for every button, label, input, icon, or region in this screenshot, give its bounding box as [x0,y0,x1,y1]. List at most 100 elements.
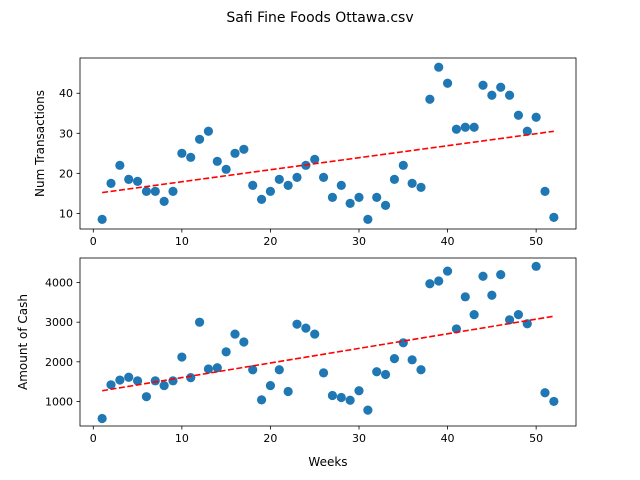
cash-x-tick-label: 30 [352,432,366,445]
cash-point [194,317,205,327]
transactions-x-ticks: 0 10 20 30 40 50 [90,229,543,248]
transactions-x-tick-label: 30 [352,235,366,248]
cash-x-tick-label: 20 [263,432,277,445]
cash-point [336,392,346,403]
transactions-point [398,160,408,170]
transactions-point [451,124,462,134]
transactions-point [540,186,550,196]
transactions-point [212,156,222,166]
cash-point [398,338,408,348]
transactions-point [186,152,196,162]
transactions-point [425,94,435,104]
transactions-point [203,126,214,136]
cash-point [274,365,284,375]
transactions-point [522,126,532,136]
transactions-point [496,82,506,92]
transactions-point [150,186,160,196]
transactions-panel: 0 10 20 30 40 50 10 20 30 40 Num Transactions [33,57,577,248]
transactions-point [354,192,364,202]
cash-point [124,372,134,382]
cash-point [478,271,488,281]
cash-y-ticks: 1000 2000 3000 4000 [45,277,80,408]
transactions-x-tick-label: 10 [175,235,189,248]
transactions-point [239,144,249,154]
cash-point [115,375,125,385]
transactions-point [363,214,373,224]
cash-point [97,413,107,424]
transactions-point [478,80,488,90]
cash-point [354,386,364,396]
transactions-point [274,174,284,184]
cash-point [292,319,302,329]
transactions-point [372,192,382,202]
cash-point [265,380,276,391]
transactions-y-tick-label: 10 [59,207,73,220]
cash-point [469,310,479,320]
cash-point [513,310,524,320]
cash-x-ticks: 0 10 20 30 40 50 [90,426,543,445]
cash-x-tick-label: 50 [529,432,543,445]
transactions-point [318,172,329,182]
transactions-point [265,186,276,196]
transactions-point [513,110,524,120]
cash-point [310,329,320,339]
cash-point [203,364,214,374]
cash-axes-frame [79,257,577,427]
transactions-point [327,192,338,202]
transactions-y-tick-label: 40 [59,87,73,100]
cash-marks [97,261,559,424]
transactions-y-tick-label: 30 [59,127,73,140]
transactions-point [549,212,559,222]
cash-point [549,396,559,407]
cash-point [363,405,373,415]
cash-panel: 0 10 20 30 40 50 1000 2000 3000 4000 Amount of C… [16,257,577,469]
cash-point [283,386,293,397]
cash-point [327,390,338,401]
transactions-marks [97,62,559,224]
cash-x-tick-label: 10 [175,432,189,445]
cash-point [540,388,550,398]
transactions-x-tick-label: 20 [263,235,277,248]
transactions-x-tick-label: 0 [90,235,97,248]
transactions-point [168,186,178,196]
cash-point [380,369,391,380]
cash-point [212,363,222,373]
transactions-point [221,164,231,174]
cash-point [487,290,497,300]
cash-point [159,380,169,391]
cash-point [389,354,400,364]
cash-y-tick-label: 1000 [45,395,73,408]
transactions-point [434,62,444,72]
transactions-point [248,180,258,190]
cash-point [460,292,470,302]
transactions-y-ticks: 10 20 30 40 [59,87,80,220]
transactions-point [292,172,302,182]
cash-x-axis-label: Weeks [308,455,347,469]
transactions-point [230,148,240,158]
transactions-point [487,90,497,100]
transactions-point [504,90,515,100]
transactions-point [115,160,125,170]
figure-title: Safi Fine Foods Ottawa.csv [226,10,413,26]
cash-point [318,368,329,378]
cash-point [531,261,541,271]
transactions-point [194,134,205,144]
cash-point [504,315,515,325]
cash-x-tick-label: 40 [441,432,455,445]
cash-point [434,276,444,286]
transactions-point [141,186,152,196]
transactions-point [256,194,267,204]
cash-point [106,380,116,390]
cash-point [301,323,311,333]
cash-point [496,270,506,280]
transactions-point [416,182,426,192]
transactions-axes-frame [79,57,577,230]
cash-y-axis-label: Amount of Cash [16,294,30,390]
transactions-point [310,154,320,164]
transactions-point [97,214,107,224]
cash-point [372,367,382,377]
cash-point [248,365,258,375]
transactions-point [407,178,417,188]
